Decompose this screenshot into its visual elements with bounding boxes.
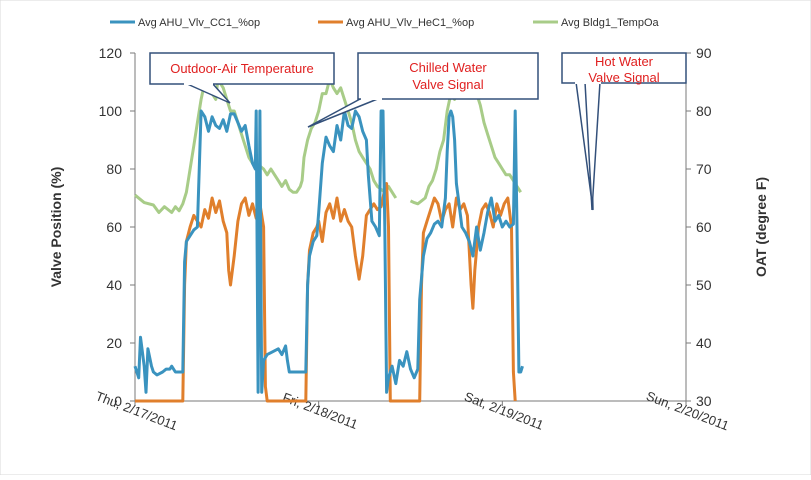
series-layer [133, 77, 524, 403]
series-line-0 [133, 109, 524, 394]
legend-label-cc1: Avg AHU_Vlv_CC1_%op [138, 17, 260, 29]
callout-oat-text: Outdoor-Air Temperature [170, 61, 314, 76]
left-tick-labels: 0 20 40 60 80 100 120 [99, 45, 135, 409]
y-tick-label: 100 [99, 103, 123, 119]
callout-hw-pointer-join [575, 81, 601, 84]
callout-oat: Outdoor-Air Temperature [149, 52, 335, 104]
y2-tick-label: 60 [696, 219, 712, 235]
callout-chw-pointer-join [361, 97, 382, 100]
y-tick-label: 40 [106, 277, 122, 293]
callout-oat-box [149, 52, 335, 85]
callout-chw-text: Chilled Water Valve Signal [409, 60, 487, 92]
y-tick-label: 80 [106, 161, 122, 177]
y-tick-label: 20 [106, 335, 122, 351]
right-tick-labels: 30 40 50 60 70 80 90 [686, 45, 712, 409]
legend-label-tempoa: Avg Bldg1_TempOa [561, 17, 660, 29]
y2-tick-label: 90 [696, 45, 712, 61]
y2-tick-label: 80 [696, 103, 712, 119]
callout-oat-pointer-join [184, 82, 213, 85]
y-tick-label: 0 [114, 393, 122, 409]
y-tick-label: 120 [99, 45, 123, 61]
legend-label-hec1: Avg AHU_Vlv_HeC1_%op [346, 17, 474, 29]
callout-chw: Chilled Water Valve Signal [307, 52, 539, 128]
callout-hw-text: Hot Water Valve Signal [588, 54, 659, 85]
callout-chw-box [357, 52, 539, 100]
y2-tick-label: 70 [696, 161, 712, 177]
y2-tick-label: 40 [696, 335, 712, 351]
y2-tick-label: 50 [696, 277, 712, 293]
y-tick-label: 60 [106, 219, 122, 235]
legend: Avg AHU_Vlv_CC1_%op Avg AHU_Vlv_HeC1_%op… [110, 17, 660, 29]
y-axis-title: Valve Position (%) [48, 167, 64, 288]
series-line-1 [135, 182, 517, 403]
callout-hw: Hot Water Valve Signal [561, 52, 687, 211]
series-line-2 [134, 77, 398, 214]
y2-axis-title: OAT (degree F) [753, 177, 769, 277]
callout-hw-box [561, 52, 687, 84]
y2-tick-label: 30 [696, 393, 712, 409]
